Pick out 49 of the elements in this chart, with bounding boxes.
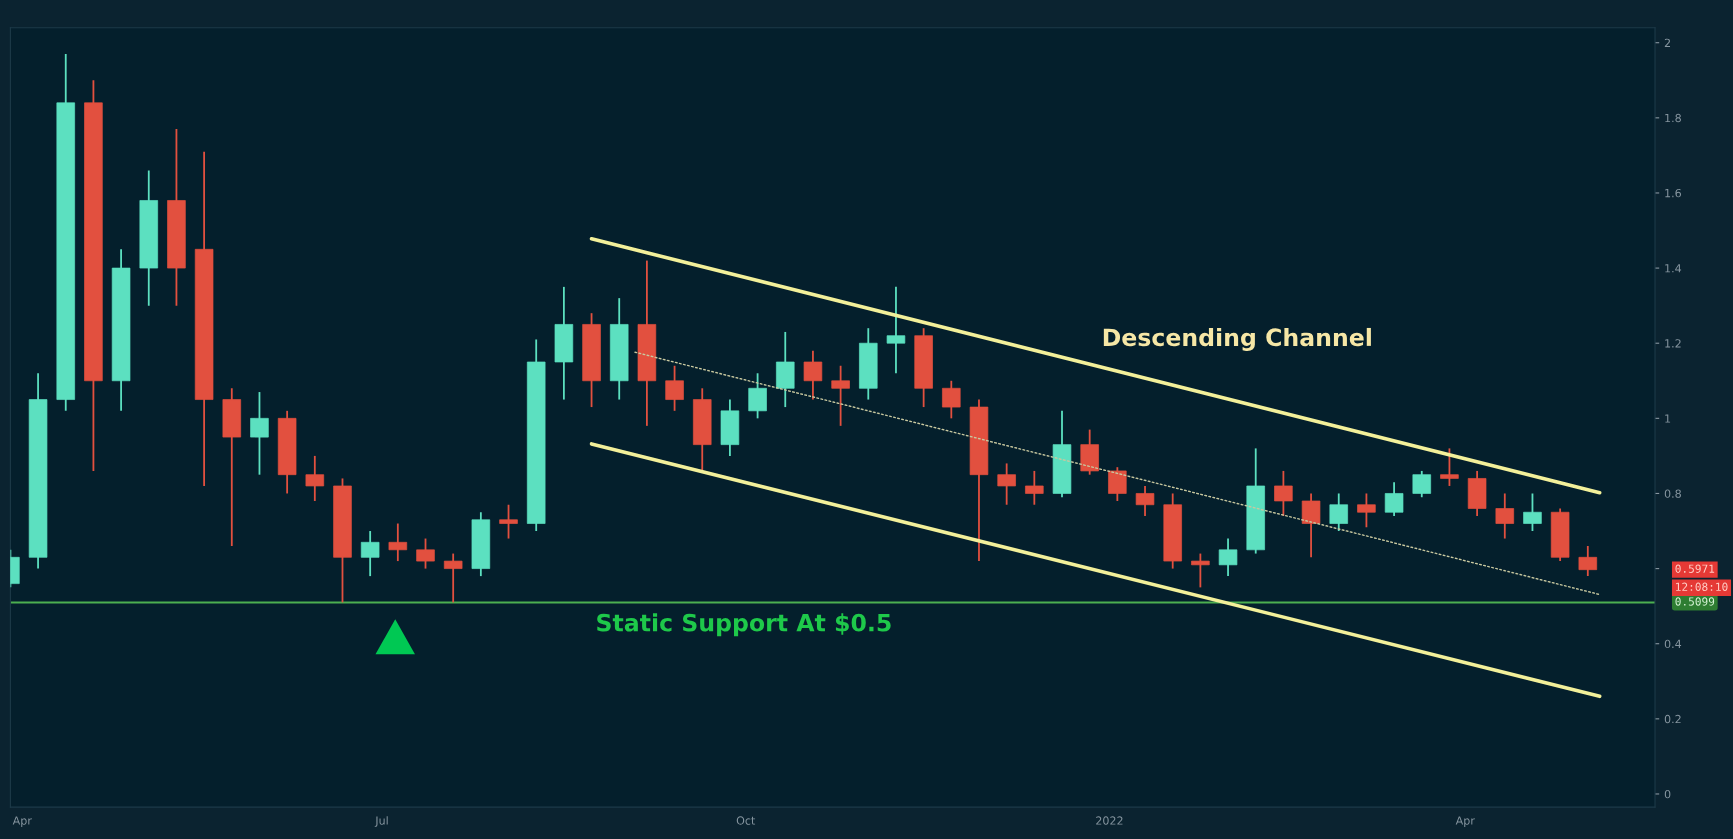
text: 0.5971 (1675, 564, 1715, 573)
y-tick-label: 1.4 (1665, 264, 1682, 273)
y-tick-label: 1.2 (1665, 339, 1681, 348)
y-tick-label: 0 (1664, 789, 1671, 799)
x-tick-label: Jul (374, 816, 388, 827)
candlestick (665, 364, 684, 412)
candlestick (388, 522, 408, 562)
candlestick (997, 462, 1016, 506)
candlestick (748, 372, 767, 420)
candlestick (1218, 537, 1238, 578)
y-tick-label: 2 (1664, 38, 1670, 47)
candlestick (831, 364, 850, 427)
candlestick (1578, 545, 1598, 578)
candlestick (1191, 552, 1210, 589)
candlestick (1274, 470, 1293, 517)
candlestick (1108, 466, 1127, 502)
candlestick (416, 537, 435, 570)
text: 12:08:10 (1676, 582, 1728, 591)
candlestick (803, 349, 823, 401)
y-tick-label: 0.4 (1664, 639, 1682, 649)
y-tick-label: 0.8 (1664, 489, 1681, 498)
y-tick-label: 1.8 (1665, 113, 1681, 123)
candlestick (1329, 492, 1348, 532)
y-tick-label: 1.6 (1665, 188, 1682, 198)
candlestick (1440, 447, 1459, 487)
annotation: Static Support At $0.5 (597, 613, 891, 637)
candlestick (886, 285, 906, 375)
candlestick (1357, 492, 1376, 529)
x-tick-label: Oct (736, 816, 756, 825)
ref-line-label: 0.5099 (1675, 597, 1715, 606)
x-tick-label: Apr (12, 816, 32, 827)
candlestick (1301, 492, 1321, 559)
candlestick (1025, 470, 1044, 506)
candlestick (499, 503, 518, 540)
candlestick (1135, 485, 1155, 517)
candlestick (1384, 481, 1404, 517)
candlestick (1523, 492, 1542, 532)
candlestick (443, 552, 463, 604)
candlestick (1412, 470, 1432, 499)
y-tick-label: 0.2 (1664, 714, 1681, 724)
candlestick (1495, 492, 1515, 540)
candlestick (360, 530, 380, 578)
candlestick (942, 379, 961, 420)
x-tick-label: Apr (1455, 816, 1475, 827)
x-tick-label: 2022 (1096, 816, 1123, 825)
y-tick-label: 1 (1665, 414, 1671, 423)
annotation: Descending Channel (1103, 327, 1371, 351)
candlestick (305, 454, 325, 502)
candlestick (250, 391, 269, 476)
